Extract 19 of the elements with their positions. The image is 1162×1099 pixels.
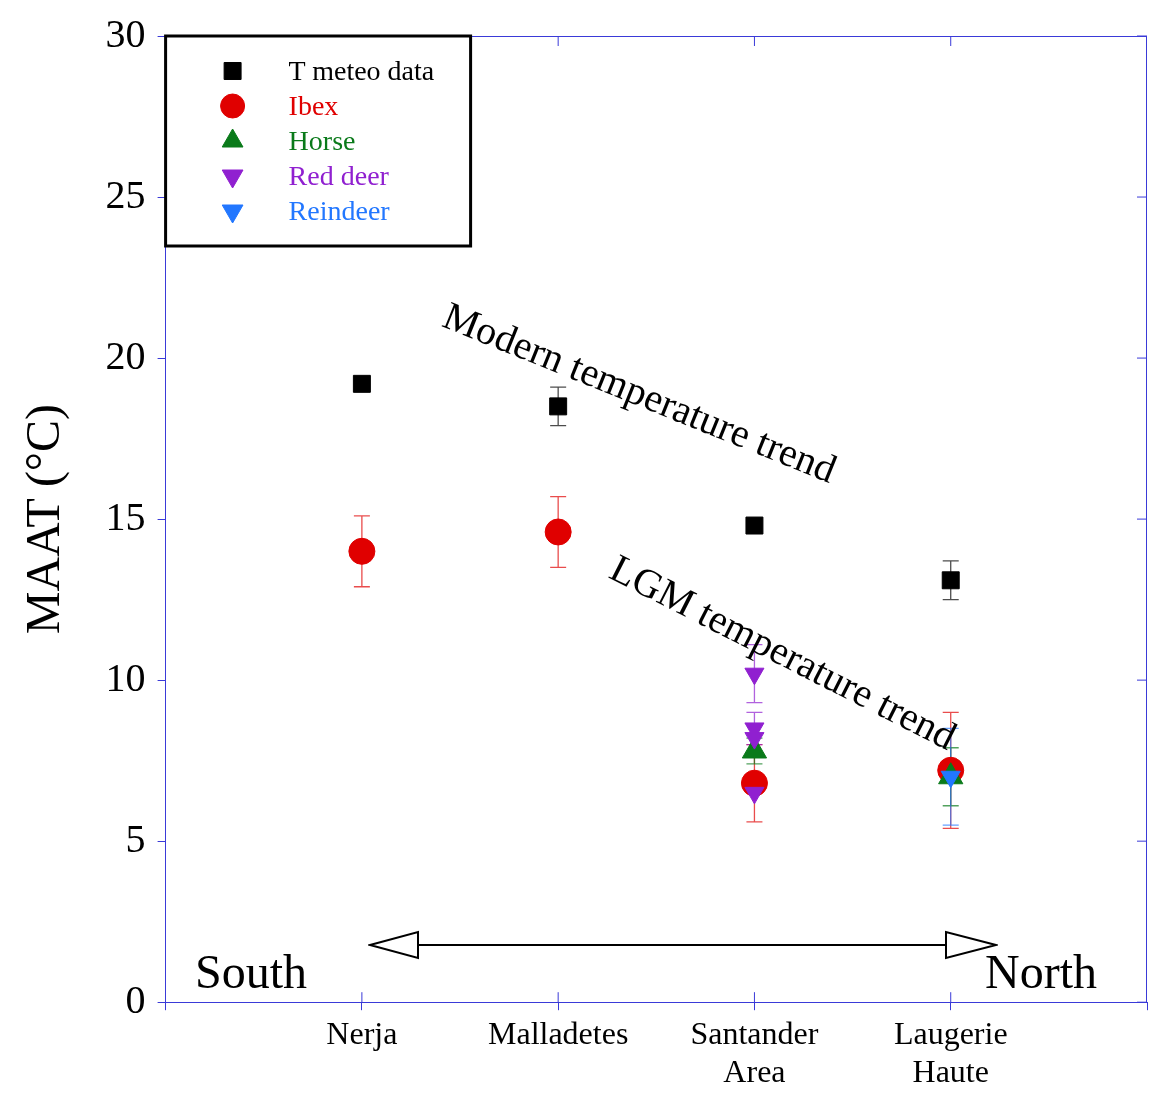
y-tick-label: 5	[125, 815, 146, 861]
y-tick-label: 20	[105, 332, 146, 378]
legend-label: Red deer	[288, 160, 390, 192]
x-tick-label: Santander Area	[690, 1014, 819, 1090]
annotation: North	[985, 944, 1098, 998]
y-tick-label: 10	[105, 654, 146, 700]
x-tick-label: Malladetes	[487, 1014, 629, 1051]
legend-label: T meteo data	[288, 55, 435, 87]
legend-label: Ibex	[288, 90, 339, 122]
x-tick-label: Laugerie Haute	[893, 1014, 1008, 1090]
legend-label: Reindeer	[288, 195, 391, 227]
y-axis-title: MAAT (°C)	[16, 403, 71, 635]
legend-label: Horse	[288, 125, 356, 157]
x-tick-label: Nerja	[326, 1014, 398, 1051]
annotation: South	[195, 944, 308, 998]
y-tick-label: 15	[105, 493, 146, 539]
y-tick-label: 25	[105, 171, 146, 217]
y-tick-label: 0	[125, 976, 146, 1022]
y-tick-label: 30	[105, 10, 146, 56]
